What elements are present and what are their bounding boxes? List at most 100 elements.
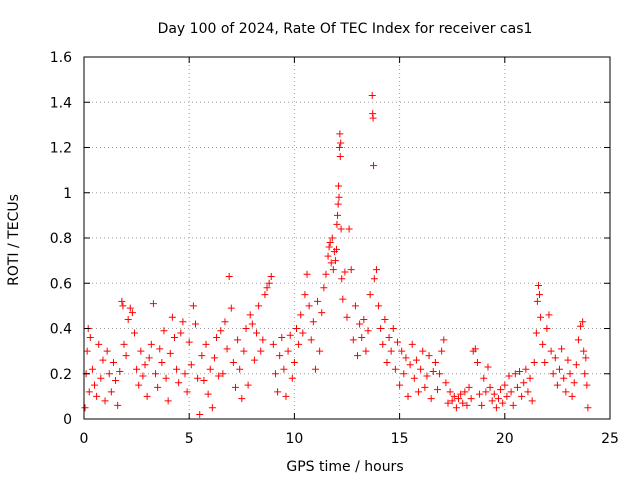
data-point	[335, 193, 343, 201]
data-point	[471, 345, 479, 353]
data-point	[301, 291, 309, 299]
data-point	[202, 340, 210, 348]
data-point	[351, 302, 359, 310]
data-point	[391, 365, 399, 373]
data-point	[206, 365, 214, 373]
y-tick-labels: 0 0.2 0.4 0.6 0.8 1 1.2 1.4 1.6	[50, 50, 72, 428]
data-point	[516, 367, 524, 375]
data-point	[141, 361, 149, 369]
data-point	[543, 325, 551, 332]
data-point	[389, 325, 397, 332]
data-point	[120, 340, 128, 348]
data-point	[210, 354, 218, 362]
data-point	[265, 279, 273, 287]
data-point	[335, 144, 343, 151]
data-point	[582, 354, 590, 362]
data-point	[492, 404, 500, 412]
data-point	[360, 315, 368, 323]
data-point	[189, 302, 197, 310]
x-tick-label: 25	[601, 431, 619, 447]
data-point	[505, 372, 513, 380]
data-point	[242, 325, 250, 332]
data-point	[109, 358, 117, 366]
data-point	[337, 225, 345, 233]
data-point	[267, 272, 275, 280]
data-point	[288, 374, 296, 382]
data-point	[196, 410, 204, 418]
data-point	[499, 399, 507, 407]
data-point	[325, 243, 333, 251]
data-point	[124, 315, 132, 323]
chart-title: Day 100 of 2024, Rate Of TEC Index for r…	[158, 21, 533, 37]
data-point	[86, 334, 94, 342]
data-point	[572, 361, 580, 369]
data-point	[442, 379, 450, 387]
data-point	[364, 327, 372, 335]
y-tick-label: 1.6	[50, 50, 72, 66]
data-point	[103, 347, 111, 355]
data-point	[290, 358, 298, 366]
axis-ticks	[83, 56, 611, 420]
data-point	[326, 239, 334, 247]
data-point	[580, 347, 588, 355]
data-point	[513, 383, 521, 391]
data-point	[234, 336, 242, 344]
data-point	[533, 297, 541, 305]
data-point	[286, 331, 294, 339]
data-point	[93, 392, 101, 400]
data-point	[562, 388, 570, 396]
data-point	[177, 329, 185, 337]
data-point	[329, 266, 337, 274]
data-point	[520, 379, 528, 387]
data-point	[362, 347, 370, 355]
data-point	[556, 365, 564, 373]
data-point	[497, 386, 505, 394]
data-point	[457, 390, 465, 398]
y-tick-label: 1	[63, 186, 72, 202]
data-point	[229, 358, 237, 366]
data-point	[152, 370, 160, 378]
data-point	[307, 336, 315, 344]
data-point	[208, 404, 216, 412]
data-point	[369, 114, 377, 122]
data-point	[558, 345, 566, 353]
data-point	[530, 358, 538, 366]
data-point	[404, 392, 412, 400]
data-point	[455, 395, 463, 403]
x-axis-label: GPS time / hours	[286, 459, 403, 475]
data-point	[236, 365, 244, 373]
data-point	[284, 347, 292, 355]
data-point	[570, 379, 578, 387]
data-point	[490, 390, 498, 398]
y-tick-label: 0.4	[50, 322, 72, 338]
data-point	[343, 313, 351, 321]
data-point	[126, 304, 134, 312]
data-point	[528, 397, 536, 405]
data-point	[269, 340, 277, 348]
data-point	[149, 300, 157, 308]
data-point	[338, 275, 346, 283]
data-point	[396, 381, 404, 389]
data-point	[410, 374, 418, 382]
data-point	[461, 388, 469, 396]
data-point	[522, 365, 530, 373]
data-point	[383, 358, 391, 366]
data-point	[356, 320, 364, 328]
plot-frame	[83, 56, 611, 420]
data-point	[97, 374, 105, 382]
data-point	[334, 211, 342, 219]
data-point	[122, 352, 130, 360]
data-point	[450, 392, 458, 400]
data-point	[560, 374, 568, 382]
data-point	[133, 365, 141, 373]
data-point	[130, 329, 138, 337]
data-point	[173, 365, 181, 373]
data-point	[509, 401, 517, 409]
data-point	[318, 309, 326, 317]
data-point	[187, 361, 195, 369]
data-point	[459, 399, 467, 407]
data-point	[584, 404, 592, 412]
data-point	[320, 284, 328, 292]
data-point	[478, 401, 486, 409]
